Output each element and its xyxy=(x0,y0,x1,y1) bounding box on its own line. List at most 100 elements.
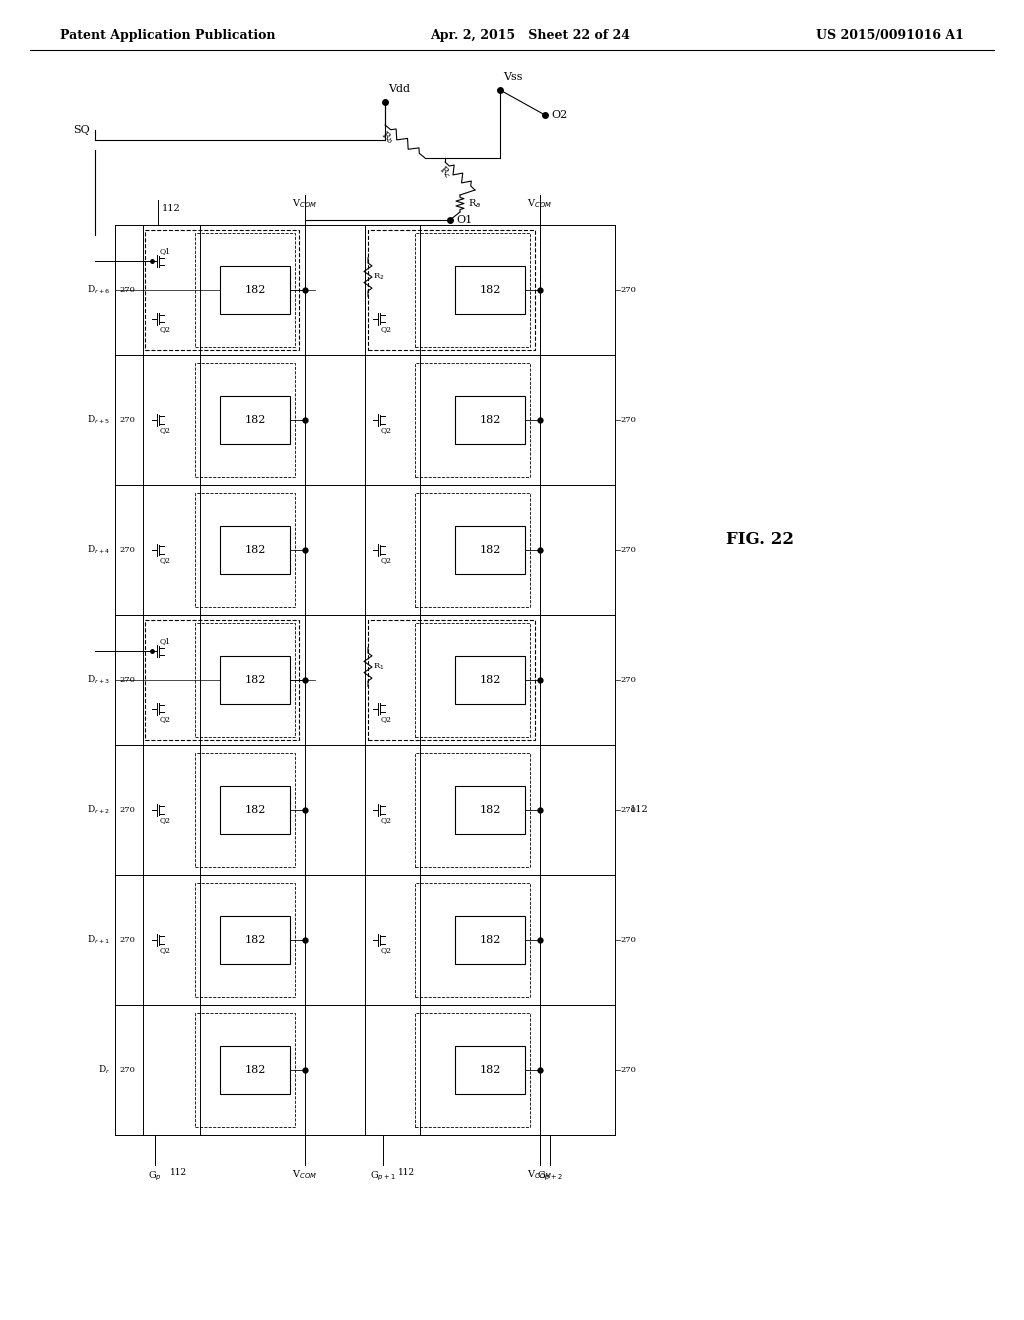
Text: Patent Application Publication: Patent Application Publication xyxy=(60,29,275,41)
Bar xyxy=(415,752,530,867)
Text: R$_c$: R$_c$ xyxy=(435,162,454,181)
Bar xyxy=(145,620,299,741)
Text: 182: 182 xyxy=(245,935,265,945)
Text: D$_{r+5}$: D$_{r+5}$ xyxy=(87,413,110,426)
Text: 270: 270 xyxy=(119,1067,135,1074)
Bar xyxy=(220,267,290,314)
Text: Q2: Q2 xyxy=(159,817,170,825)
Text: 270: 270 xyxy=(620,286,636,294)
Text: 270: 270 xyxy=(620,416,636,424)
Bar xyxy=(415,234,530,347)
Bar xyxy=(195,1012,295,1127)
Text: 182: 182 xyxy=(479,285,501,294)
Text: G$_p$: G$_p$ xyxy=(148,1170,162,1184)
Text: 270: 270 xyxy=(119,286,135,294)
Bar xyxy=(455,525,525,574)
Bar xyxy=(195,752,295,867)
Text: Apr. 2, 2015   Sheet 22 of 24: Apr. 2, 2015 Sheet 22 of 24 xyxy=(430,29,630,41)
Text: Q2: Q2 xyxy=(159,426,170,434)
Bar xyxy=(220,656,290,704)
Text: 270: 270 xyxy=(620,1067,636,1074)
Text: 182: 182 xyxy=(479,935,501,945)
Bar xyxy=(455,267,525,314)
Text: 182: 182 xyxy=(479,675,501,685)
Text: Q2: Q2 xyxy=(380,557,391,565)
Bar xyxy=(220,785,290,834)
Text: R$_1$: R$_1$ xyxy=(373,661,385,672)
Bar xyxy=(415,492,530,607)
Text: 270: 270 xyxy=(119,676,135,684)
Text: 270: 270 xyxy=(119,416,135,424)
Bar xyxy=(455,656,525,704)
Text: Q2: Q2 xyxy=(159,715,170,723)
Text: D$_{r+6}$: D$_{r+6}$ xyxy=(87,284,110,296)
Text: Q2: Q2 xyxy=(380,325,391,333)
Bar xyxy=(220,396,290,444)
Text: 112: 112 xyxy=(630,805,649,814)
Bar xyxy=(415,363,530,477)
Text: V$_{COM}$: V$_{COM}$ xyxy=(293,1168,317,1181)
Text: Q2: Q2 xyxy=(159,946,170,954)
Text: 270: 270 xyxy=(620,807,636,814)
Text: Q2: Q2 xyxy=(380,426,391,434)
Text: Vss: Vss xyxy=(503,73,522,82)
Text: V$_{COM}$: V$_{COM}$ xyxy=(527,1168,553,1181)
Text: 112: 112 xyxy=(162,205,181,213)
Bar xyxy=(195,883,295,997)
Text: Q2: Q2 xyxy=(380,817,391,825)
Bar xyxy=(455,1045,525,1094)
Text: R$_2$: R$_2$ xyxy=(373,272,385,282)
Text: 182: 182 xyxy=(479,414,501,425)
Bar xyxy=(455,396,525,444)
Bar xyxy=(145,230,299,350)
Text: SQ: SQ xyxy=(74,125,90,135)
Text: 182: 182 xyxy=(479,805,501,814)
Text: G$_{p+1}$: G$_{p+1}$ xyxy=(370,1170,396,1184)
Text: O1: O1 xyxy=(456,215,472,224)
Text: Vdd: Vdd xyxy=(388,84,410,94)
Bar xyxy=(368,230,535,350)
Bar xyxy=(220,1045,290,1094)
Text: R$_a$: R$_a$ xyxy=(468,198,481,210)
Text: Q1: Q1 xyxy=(159,636,170,644)
Text: Q2: Q2 xyxy=(380,946,391,954)
Text: 182: 182 xyxy=(245,414,265,425)
Bar xyxy=(455,785,525,834)
Text: 270: 270 xyxy=(620,546,636,554)
Text: 182: 182 xyxy=(245,285,265,294)
Text: US 2015/0091016 A1: US 2015/0091016 A1 xyxy=(816,29,964,41)
Bar xyxy=(195,363,295,477)
Text: D$_{r+3}$: D$_{r+3}$ xyxy=(87,673,110,686)
Bar xyxy=(415,623,530,737)
Text: 182: 182 xyxy=(479,545,501,554)
Text: Q2: Q2 xyxy=(159,557,170,565)
Text: 182: 182 xyxy=(245,805,265,814)
Text: D$_{r+1}$: D$_{r+1}$ xyxy=(87,933,110,946)
Bar xyxy=(195,492,295,607)
Text: 112: 112 xyxy=(398,1168,415,1177)
Text: D$_{r+2}$: D$_{r+2}$ xyxy=(87,804,110,816)
Text: 270: 270 xyxy=(119,807,135,814)
Text: 270: 270 xyxy=(119,546,135,554)
Text: D$_r$: D$_r$ xyxy=(97,1064,110,1076)
Text: R$_b$: R$_b$ xyxy=(379,128,397,147)
Text: Q2: Q2 xyxy=(159,325,170,333)
Text: V$_{COM}$: V$_{COM}$ xyxy=(293,197,317,210)
Text: O2: O2 xyxy=(551,110,567,120)
Bar xyxy=(415,1012,530,1127)
Bar xyxy=(195,234,295,347)
Bar xyxy=(368,620,535,741)
Text: V$_{COM}$: V$_{COM}$ xyxy=(527,197,553,210)
Text: G$_{p+2}$: G$_{p+2}$ xyxy=(537,1170,563,1184)
Text: Q2: Q2 xyxy=(380,715,391,723)
Text: D$_{r+4}$: D$_{r+4}$ xyxy=(87,544,110,556)
Bar xyxy=(455,916,525,964)
Text: 270: 270 xyxy=(620,676,636,684)
Text: 112: 112 xyxy=(170,1168,187,1177)
Bar xyxy=(220,525,290,574)
Bar xyxy=(195,623,295,737)
Bar xyxy=(220,916,290,964)
Text: 270: 270 xyxy=(119,936,135,944)
Bar xyxy=(415,883,530,997)
Text: 182: 182 xyxy=(245,675,265,685)
